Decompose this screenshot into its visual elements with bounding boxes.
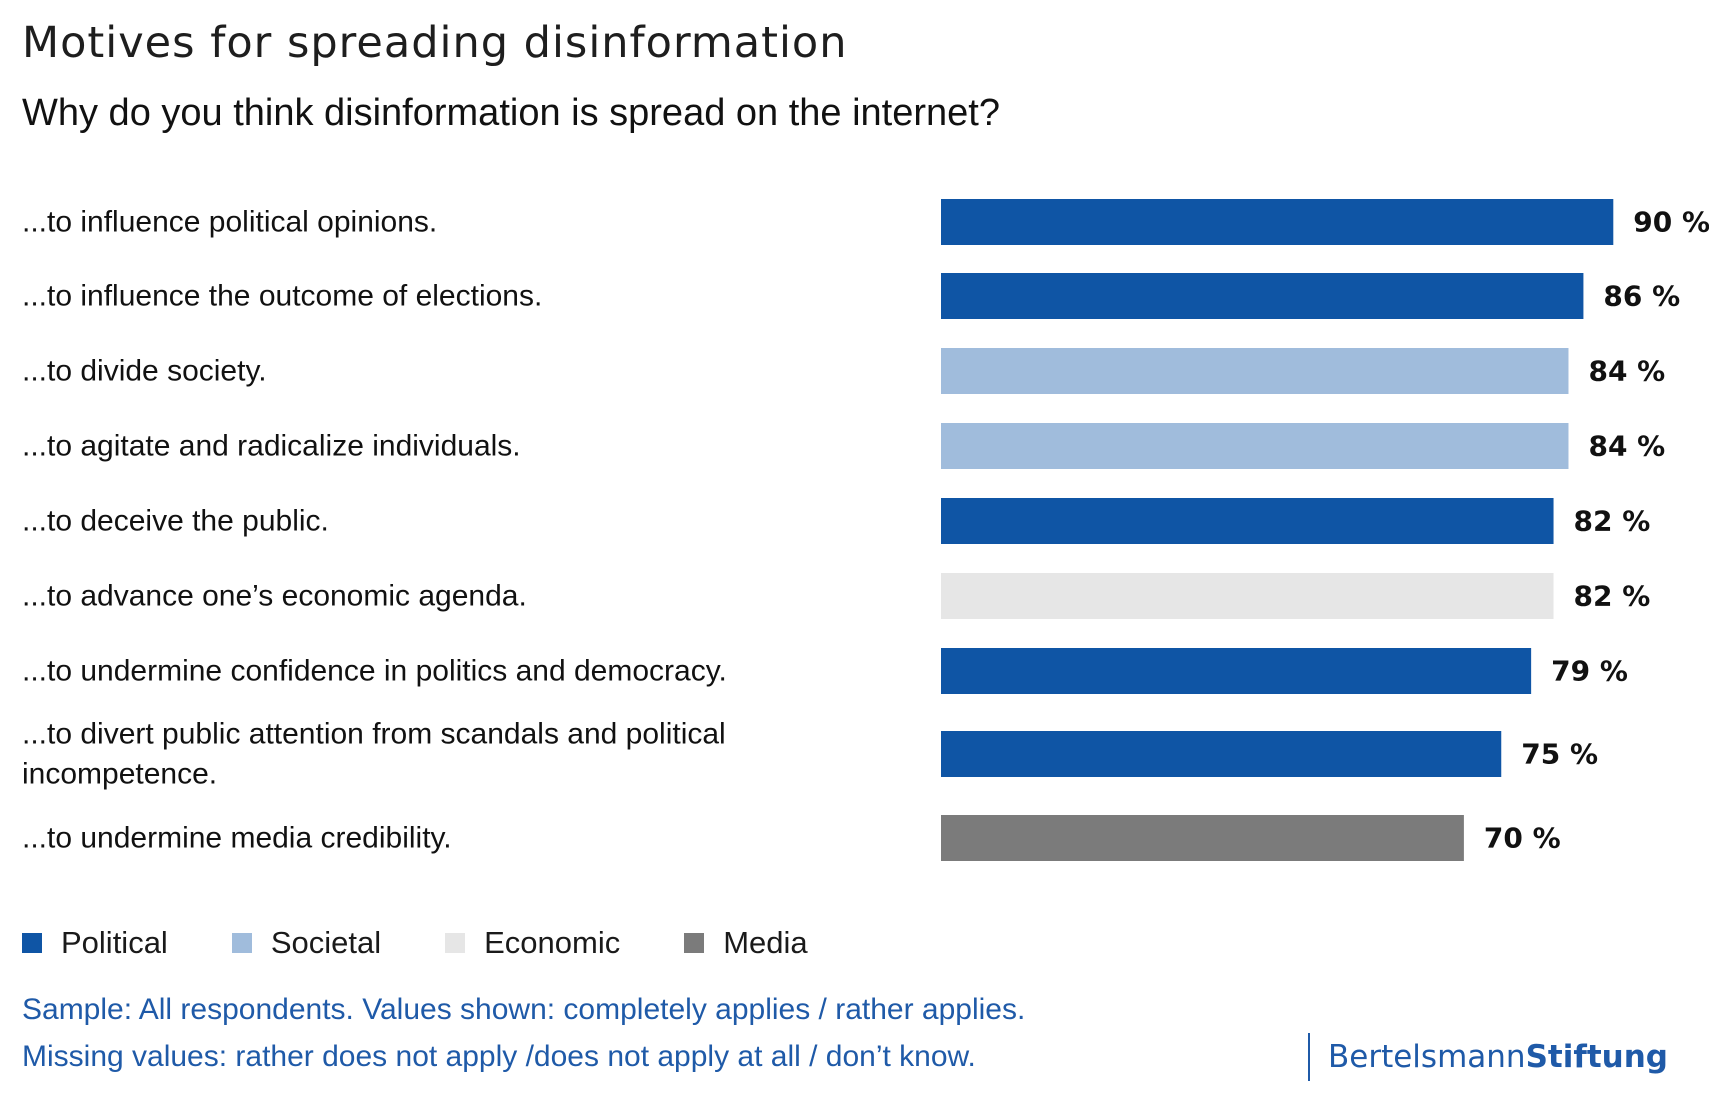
bertelsmann-stiftung-logo: BertelsmannStiftung — [1308, 1033, 1668, 1081]
category-label-4: ...to agitate and radicalize individuals… — [22, 430, 521, 463]
bar-8 — [941, 731, 1502, 777]
bar-3 — [941, 348, 1569, 394]
bar-6 — [941, 573, 1554, 619]
legend-swatch-media — [684, 933, 705, 953]
logo-wordmark: BertelsmannStiftung — [1328, 1039, 1668, 1075]
footnote-missing-values: Missing values: rather does not apply /d… — [22, 1040, 976, 1073]
chart-title: Motives for spreading disinformation — [22, 18, 848, 68]
legend-swatch-societal — [231, 933, 252, 953]
value-label-7: 79 % — [1551, 655, 1628, 688]
value-label-1: 90 % — [1633, 206, 1709, 239]
bar-4 — [941, 423, 1569, 469]
category-label-2: ...to influence the outcome of elections… — [22, 280, 542, 313]
category-label-1: ...to influence political opinions. — [22, 206, 437, 239]
legend: Political Societal Economic Media — [22, 925, 872, 961]
bar-5 — [941, 498, 1554, 544]
bar-chart: 90 % ...to influence political opinions. 8… — [22, 199, 1709, 861]
legend-item-societal: Societal — [231, 925, 382, 961]
bar-9 — [941, 815, 1464, 861]
chart-subtitle: Why do you think disinformation is sprea… — [22, 92, 1000, 134]
logo-part-bertelsmann: Bertelsmann — [1328, 1039, 1526, 1075]
legend-swatch-political — [22, 933, 42, 953]
legend-swatch-economic — [445, 933, 466, 953]
legend-label-societal: Societal — [270, 925, 382, 960]
value-label-9: 70 % — [1484, 822, 1561, 855]
value-label-8: 75 % — [1521, 738, 1598, 771]
bar-2 — [941, 273, 1584, 319]
value-label-4: 84 % — [1588, 430, 1665, 463]
legend-item-media: Media — [684, 925, 808, 961]
value-label-5: 82 % — [1574, 505, 1651, 538]
legend-item-political: Political — [22, 925, 168, 961]
bar-1 — [941, 199, 1614, 245]
category-label-5: ...to deceive the public. — [22, 505, 329, 538]
value-label-3: 84 % — [1588, 355, 1665, 388]
legend-label-political: Political — [61, 925, 168, 960]
footnote-sample: Sample: All respondents. Values shown: c… — [22, 993, 1026, 1026]
category-label-9: ...to undermine media credibility. — [22, 822, 452, 855]
legend-label-media: Media — [723, 925, 808, 960]
category-label-8: ...to divert public attention from scand… — [22, 718, 726, 791]
legend-item-economic: Economic — [445, 925, 620, 961]
logo-divider — [1308, 1033, 1310, 1081]
legend-label-economic: Economic — [484, 925, 621, 960]
bar-7 — [941, 648, 1532, 694]
logo-part-stiftung: Stiftung — [1525, 1039, 1668, 1075]
value-label-6: 82 % — [1574, 580, 1651, 613]
value-label-2: 86 % — [1603, 280, 1680, 313]
category-label-7: ...to undermine confidence in politics a… — [22, 655, 727, 688]
category-label-3: ...to divide society. — [22, 355, 267, 388]
category-label-6: ...to advance one’s economic agenda. — [22, 580, 527, 613]
